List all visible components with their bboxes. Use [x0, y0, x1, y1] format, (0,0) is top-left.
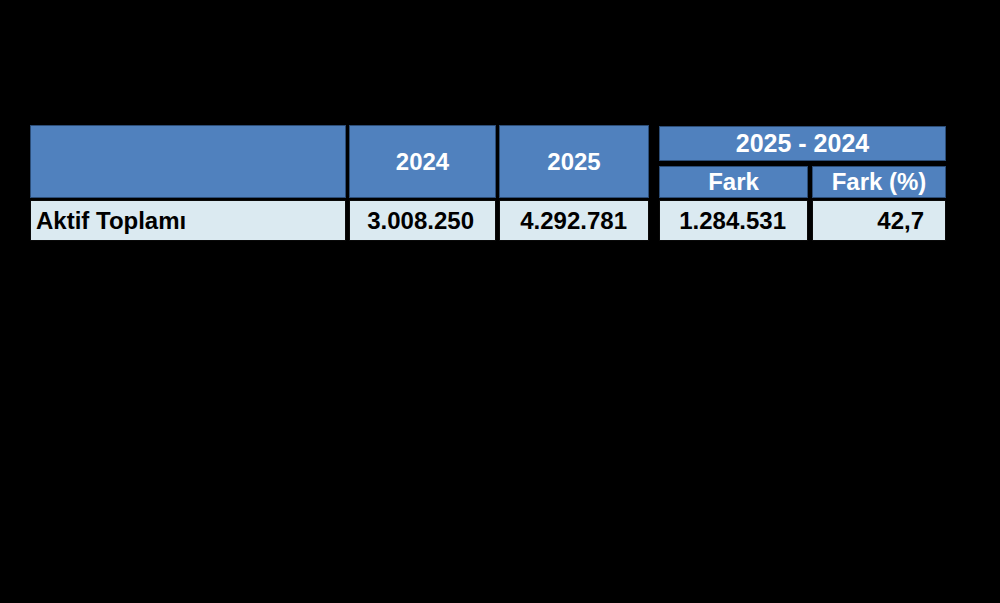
column-header-2024: 2024 [349, 125, 496, 198]
column-header-fark: Fark [659, 166, 808, 198]
value-fark: 1.284.531 [659, 200, 808, 241]
group-header-2025-2024: 2025 - 2024 [659, 126, 946, 161]
column-header-2025: 2025 [499, 125, 649, 198]
corner-header-cell [30, 125, 346, 198]
value-2024: 3.008.250 [349, 200, 496, 241]
value-fark-pct: 42,7 [812, 200, 946, 241]
value-2025: 4.292.781 [499, 200, 649, 241]
row-label-aktif-toplami: Aktif Toplamı [30, 200, 346, 241]
column-header-fark-pct: Fark (%) [812, 166, 946, 198]
report-canvas: 2024 2025 Aktif Toplamı 3.008.250 4.292.… [0, 0, 1000, 603]
